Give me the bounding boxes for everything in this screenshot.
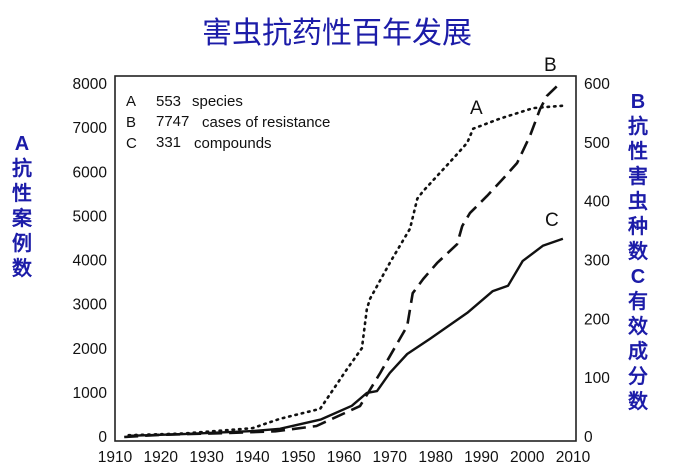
x-tick-label: 1960 — [327, 449, 362, 466]
series-line-c — [128, 237, 564, 437]
x-tick-label: 1950 — [281, 449, 316, 466]
left-y-tick-label: 8000 — [73, 76, 108, 93]
x-tick-label: 1970 — [373, 449, 408, 466]
series-label-a: A — [470, 98, 483, 119]
x-tick-label: 1930 — [189, 449, 224, 466]
left-y-tick-label: 3000 — [73, 297, 108, 314]
legend: A 553 species B 7747 cases of resistance… — [126, 93, 330, 152]
x-tick-label: 1920 — [144, 449, 179, 466]
left-y-tick-label: 1000 — [73, 385, 108, 402]
series-line-b — [124, 85, 558, 439]
left-y-tick-label: 0 — [98, 429, 107, 446]
legend-text-c: compounds — [194, 135, 272, 152]
left-y-tick-label: 4000 — [73, 253, 108, 270]
legend-value-c: 331 — [156, 134, 181, 151]
right-y-tick-label: 600 — [584, 76, 610, 93]
legend-value-b: 7747 — [156, 113, 189, 130]
left-y-tick-label: 5000 — [73, 208, 108, 225]
legend-key-b: B — [126, 114, 136, 131]
legend-value-a: 553 — [156, 93, 181, 110]
plot-frame — [114, 75, 577, 442]
right-y-tick-label: 100 — [584, 370, 610, 387]
series-line-a — [127, 104, 564, 437]
x-tick-label: 1990 — [464, 449, 499, 466]
legend-text-b: cases of resistance — [202, 114, 330, 131]
x-tick-label: 1910 — [98, 449, 133, 466]
x-tick-label: 1940 — [235, 449, 270, 466]
legend-key-a: A — [126, 93, 136, 110]
series-label-b: B — [544, 55, 557, 76]
left-y-tick-label: 2000 — [73, 341, 108, 358]
right-y-tick-label: 0 — [584, 429, 593, 446]
right-axis-label: B抗性害虫种数C有效成分数 — [628, 91, 648, 413]
series-label-c: C — [545, 210, 559, 231]
x-tick-label: 1980 — [418, 449, 453, 466]
left-y-tick-label: 7000 — [73, 120, 108, 137]
x-tick-label: 2010 — [556, 449, 591, 466]
left-y-tick-label: 6000 — [73, 164, 108, 181]
right-y-tick-label: 200 — [584, 311, 610, 328]
legend-key-c: C — [126, 135, 137, 152]
chart-title: 害虫抗药性百年发展 — [202, 16, 472, 51]
x-tick-label: 2000 — [510, 449, 545, 466]
legend-text-a: species — [192, 93, 243, 110]
right-y-tick-label: 300 — [584, 253, 610, 270]
right-y-tick-label: 400 — [584, 194, 610, 211]
right-y-tick-label: 500 — [584, 135, 610, 152]
left-axis-label: A抗性案例数 — [12, 133, 32, 280]
